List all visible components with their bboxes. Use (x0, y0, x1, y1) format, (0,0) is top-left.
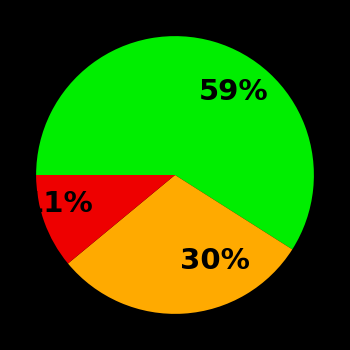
Text: 30%: 30% (180, 247, 250, 275)
Wedge shape (36, 175, 175, 264)
Wedge shape (36, 36, 314, 250)
Text: 59%: 59% (199, 78, 269, 106)
Wedge shape (68, 175, 292, 314)
Text: 11%: 11% (24, 190, 94, 218)
